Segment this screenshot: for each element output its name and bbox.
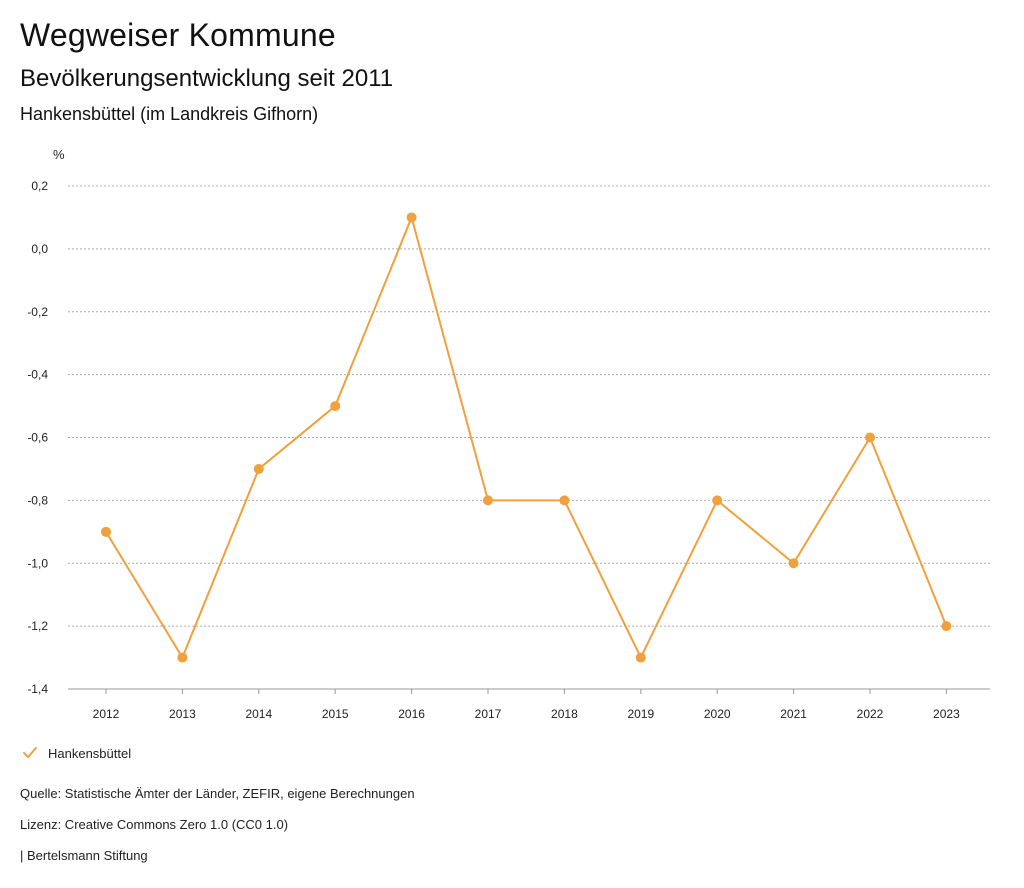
x-tick-label: 2018 — [551, 707, 578, 721]
x-tick-label: 2014 — [245, 707, 272, 721]
y-tick-label: -1,0 — [27, 556, 48, 570]
data-point[interactable] — [177, 652, 188, 663]
data-point[interactable] — [101, 526, 111, 537]
gridlines — [68, 185, 990, 690]
check-icon — [23, 747, 37, 758]
data-point[interactable] — [941, 621, 952, 632]
x-tick-label: 2012 — [93, 707, 120, 721]
legend[interactable]: Hankensbüttel — [22, 745, 131, 761]
legend-label: Hankensbüttel — [48, 745, 132, 761]
y-axis-ticks: 0,2 0,0 -0,2 -0,4 -0,6 -0,8 -1,0 -1,2 -1,4 — [27, 179, 48, 696]
x-tick-label: 2022 — [857, 707, 884, 721]
series-group — [101, 212, 952, 663]
data-point[interactable] — [406, 212, 417, 223]
y-tick-label: -0,4 — [27, 368, 48, 382]
line-chart: 0,20,0-0,2-0,4-0,6-0,8-1,0-1,2-1,4 2012 2… — [27, 147, 990, 721]
data-point[interactable] — [483, 495, 493, 506]
y-tick-label: -1,2 — [27, 619, 48, 633]
series-line — [105, 216, 948, 659]
data-point[interactable] — [559, 495, 570, 506]
y-tick-label: 0,2 — [31, 179, 48, 193]
y-tick-label: -0,6 — [27, 431, 48, 445]
x-tick-label: 2013 — [169, 707, 196, 721]
source-note: Quelle: Statistische Ämter der Länder, Z… — [20, 786, 415, 801]
x-tick-label: 2023 — [933, 707, 960, 721]
data-point[interactable] — [635, 652, 646, 663]
data-point[interactable] — [788, 558, 799, 569]
region-label: Hankensbüttel (im Landkreis Gifhorn) — [20, 104, 319, 124]
data-point[interactable] — [253, 463, 264, 474]
y-tick-label: 0,0 — [31, 242, 48, 256]
y-tick-label: -0,2 — [27, 305, 48, 319]
y-axis-unit: % — [53, 147, 65, 162]
page-title: Wegweiser Kommune — [20, 17, 336, 53]
x-tick-label: 2015 — [322, 707, 349, 721]
y-tick-label: -0,8 — [27, 493, 48, 507]
chart-subtitle: Bevölkerungsentwicklung seit 2011 — [20, 65, 394, 92]
x-tick-label: 2020 — [704, 707, 731, 721]
x-axis-ticks: 2012 2013 2014 2015 2016 2017 2018 2019 2020 2021… — [93, 689, 960, 721]
x-tick-label: 2019 — [627, 707, 654, 721]
x-tick-label: 2016 — [398, 707, 425, 721]
x-tick-label: 2017 — [475, 707, 502, 721]
y-tick-label: -1,4 — [27, 682, 48, 696]
data-point[interactable] — [865, 432, 875, 443]
data-point[interactable] — [330, 401, 341, 412]
license-note: Lizenz: Creative Commons Zero 1.0 (CC0 1… — [20, 817, 289, 832]
x-tick-label: 2021 — [780, 707, 807, 721]
data-point[interactable] — [712, 495, 723, 506]
publisher-note: | Bertelsmann Stiftung — [20, 848, 148, 863]
